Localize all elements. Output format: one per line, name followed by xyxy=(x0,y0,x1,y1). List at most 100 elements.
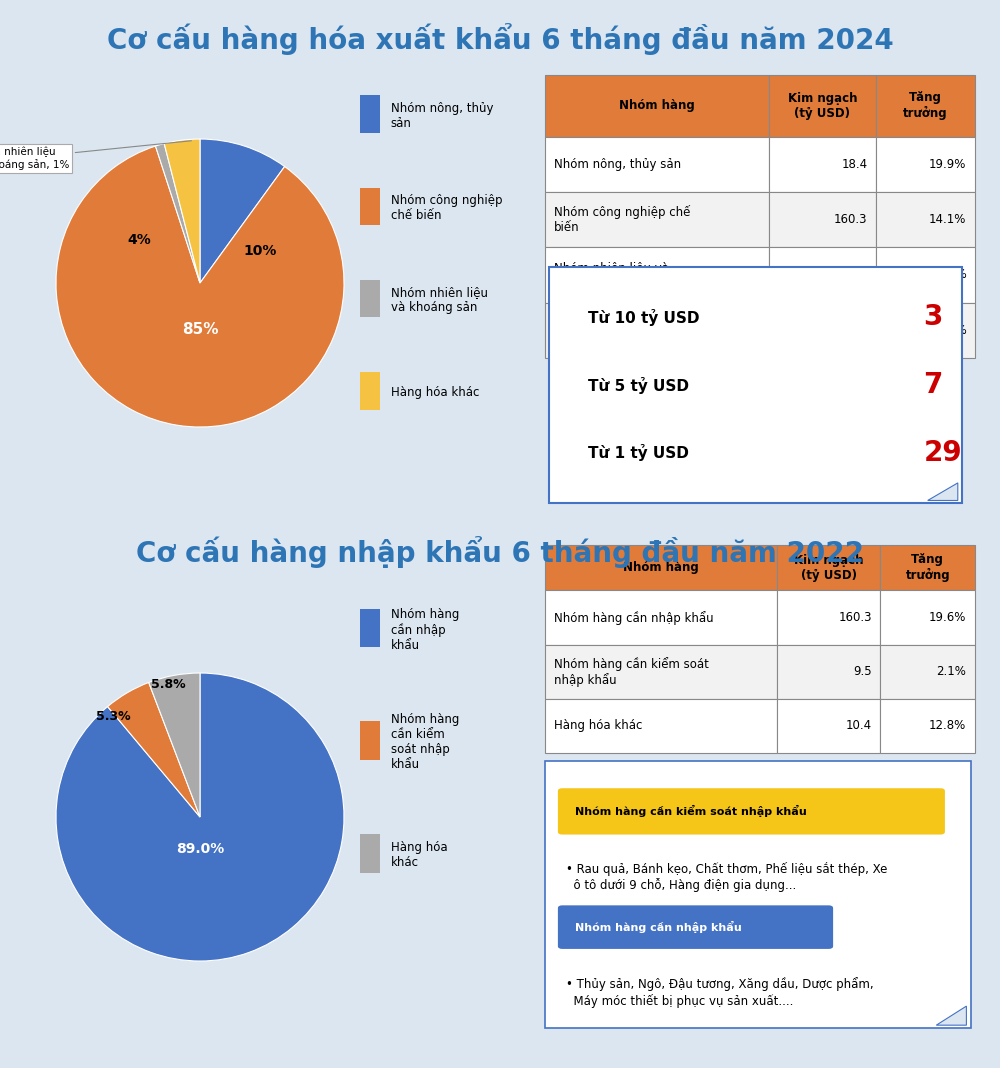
FancyBboxPatch shape xyxy=(769,192,876,248)
Wedge shape xyxy=(56,146,344,427)
Text: 8.6: 8.6 xyxy=(849,324,868,336)
Bar xyxy=(360,95,380,132)
Text: Hàng hóa khác: Hàng hóa khác xyxy=(391,387,479,399)
FancyBboxPatch shape xyxy=(777,645,880,698)
Text: 4%: 4% xyxy=(128,233,151,247)
FancyBboxPatch shape xyxy=(545,761,971,1027)
Text: Nhóm hàng cần nhập khẩu: Nhóm hàng cần nhập khẩu xyxy=(554,611,713,625)
FancyBboxPatch shape xyxy=(549,267,962,503)
FancyBboxPatch shape xyxy=(545,137,769,192)
Text: Nhóm nhiên liệu
và khoáng sản, 1%: Nhóm nhiên liệu và khoáng sản, 1% xyxy=(0,141,191,170)
FancyBboxPatch shape xyxy=(545,698,777,753)
Wedge shape xyxy=(108,682,200,817)
FancyBboxPatch shape xyxy=(545,591,777,645)
FancyBboxPatch shape xyxy=(876,248,975,302)
FancyBboxPatch shape xyxy=(545,75,769,137)
Text: 89.0%: 89.0% xyxy=(176,842,224,855)
Text: 5.8%: 5.8% xyxy=(151,678,186,691)
Text: 19.9%: 19.9% xyxy=(929,158,966,171)
FancyBboxPatch shape xyxy=(545,545,777,591)
Text: Nhóm hàng cần kiểm soát
nhập khẩu: Nhóm hàng cần kiểm soát nhập khẩu xyxy=(554,657,708,687)
Text: 160.3: 160.3 xyxy=(838,611,872,624)
Text: Nhóm hàng cần kiểm soát nhập khẩu: Nhóm hàng cần kiểm soát nhập khẩu xyxy=(575,805,807,817)
FancyBboxPatch shape xyxy=(769,248,876,302)
Text: Hàng hóa khác: Hàng hóa khác xyxy=(554,720,642,733)
Text: 9.5: 9.5 xyxy=(853,665,872,678)
Text: 3: 3 xyxy=(923,303,943,331)
FancyBboxPatch shape xyxy=(769,137,876,192)
Text: 29: 29 xyxy=(923,439,962,467)
Text: 6.0%: 6.0% xyxy=(937,268,966,282)
Text: Nhóm hàng
cần nhập
khẩu: Nhóm hàng cần nhập khẩu xyxy=(391,608,459,651)
Text: 5.9%: 5.9% xyxy=(937,324,966,336)
Text: Nhóm nhiên liệu và
khoáng sản: Nhóm nhiên liệu và khoáng sản xyxy=(554,261,669,289)
Text: 19.6%: 19.6% xyxy=(929,611,966,624)
Text: Nhóm hàng
cần kiểm
soát nhập
khẩu: Nhóm hàng cần kiểm soát nhập khẩu xyxy=(391,713,459,771)
Wedge shape xyxy=(156,143,200,283)
Text: Từ 10 tỷ USD: Từ 10 tỷ USD xyxy=(588,309,700,326)
Text: Cơ cấu hàng nhập khẩu 6 tháng đầu năm 2022: Cơ cấu hàng nhập khẩu 6 tháng đầu năm 20… xyxy=(136,536,864,568)
Text: 160.3: 160.3 xyxy=(834,214,868,226)
FancyBboxPatch shape xyxy=(880,591,975,645)
Text: 18.4: 18.4 xyxy=(841,158,868,171)
Text: Nhóm hàng: Nhóm hàng xyxy=(619,99,695,112)
Text: 12.8%: 12.8% xyxy=(929,720,966,733)
Text: Từ 5 tỷ USD: Từ 5 tỷ USD xyxy=(588,377,689,393)
FancyBboxPatch shape xyxy=(777,591,880,645)
Text: Nhóm nông, thủy
sản: Nhóm nông, thủy sản xyxy=(391,101,493,130)
Bar xyxy=(360,609,380,647)
Bar xyxy=(360,834,380,873)
Text: Nhóm nhiên liệu
và khoáng sản: Nhóm nhiên liệu và khoáng sản xyxy=(391,286,488,314)
FancyBboxPatch shape xyxy=(880,698,975,753)
Wedge shape xyxy=(164,139,200,283)
FancyBboxPatch shape xyxy=(777,698,880,753)
Text: 10.4: 10.4 xyxy=(846,720,872,733)
Bar xyxy=(360,188,380,225)
Text: • Thủy sản, Ngô, Đậu tương, Xăng dầu, Dược phẩm,
  Máy móc thiết bị phục vụ sản : • Thủy sản, Ngô, Đậu tương, Xăng dầu, Dư… xyxy=(566,977,874,1007)
FancyBboxPatch shape xyxy=(545,248,769,302)
Text: 5.3%: 5.3% xyxy=(96,710,131,723)
FancyBboxPatch shape xyxy=(876,75,975,137)
Wedge shape xyxy=(56,673,344,961)
FancyBboxPatch shape xyxy=(777,545,880,591)
Text: 7: 7 xyxy=(923,371,943,399)
Text: Tăng
trưởng: Tăng trưởng xyxy=(903,91,948,121)
Text: Kim ngạch
(tỷ USD): Kim ngạch (tỷ USD) xyxy=(788,92,857,120)
Text: 2.1%: 2.1% xyxy=(937,665,966,678)
FancyBboxPatch shape xyxy=(876,192,975,248)
Bar xyxy=(360,280,380,317)
FancyBboxPatch shape xyxy=(545,192,769,248)
Text: Tăng
trưởng: Tăng trưởng xyxy=(905,553,950,582)
Polygon shape xyxy=(928,483,958,501)
FancyBboxPatch shape xyxy=(876,302,975,358)
FancyBboxPatch shape xyxy=(876,137,975,192)
Text: Hàng hóa
khác: Hàng hóa khác xyxy=(391,842,447,869)
Polygon shape xyxy=(936,1006,966,1025)
Text: 85%: 85% xyxy=(182,321,218,336)
Bar xyxy=(360,372,380,410)
Text: Nhóm công nghiệp
chế biến: Nhóm công nghiệp chế biến xyxy=(391,194,502,222)
FancyBboxPatch shape xyxy=(545,645,777,698)
FancyBboxPatch shape xyxy=(769,75,876,137)
FancyBboxPatch shape xyxy=(545,302,769,358)
Text: • Rau quả, Bánh kẹo, Chất thơm, Phế liệu sắt thép, Xe
  ô tô dưới 9 chỗ, Hàng đi: • Rau quả, Bánh kẹo, Chất thơm, Phế liệu… xyxy=(566,862,888,892)
Bar xyxy=(360,721,380,760)
Text: 14.1%: 14.1% xyxy=(929,214,966,226)
FancyBboxPatch shape xyxy=(558,788,945,834)
Text: Cơ cấu hàng hóa xuất khẩu 6 tháng đầu năm 2024: Cơ cấu hàng hóa xuất khẩu 6 tháng đầu nă… xyxy=(107,23,893,56)
Wedge shape xyxy=(149,673,200,817)
Text: 10%: 10% xyxy=(244,245,277,258)
FancyBboxPatch shape xyxy=(558,906,833,948)
Text: 2.1: 2.1 xyxy=(849,268,868,282)
Wedge shape xyxy=(200,139,285,283)
FancyBboxPatch shape xyxy=(880,545,975,591)
Text: Hàng hóa khác: Hàng hóa khác xyxy=(554,324,642,336)
Text: Nhóm nông, thủy sản: Nhóm nông, thủy sản xyxy=(554,158,681,171)
FancyBboxPatch shape xyxy=(769,302,876,358)
Text: Từ 1 tỷ USD: Từ 1 tỷ USD xyxy=(588,444,689,461)
Text: Nhóm hàng cần nhập khẩu: Nhóm hàng cần nhập khẩu xyxy=(575,921,742,933)
Text: Nhóm công nghiệp chế
biến: Nhóm công nghiệp chế biến xyxy=(554,205,690,234)
Text: Kim ngạch
(tỷ USD): Kim ngạch (tỷ USD) xyxy=(794,553,864,582)
Text: Nhóm hàng: Nhóm hàng xyxy=(623,561,699,575)
FancyBboxPatch shape xyxy=(880,645,975,698)
